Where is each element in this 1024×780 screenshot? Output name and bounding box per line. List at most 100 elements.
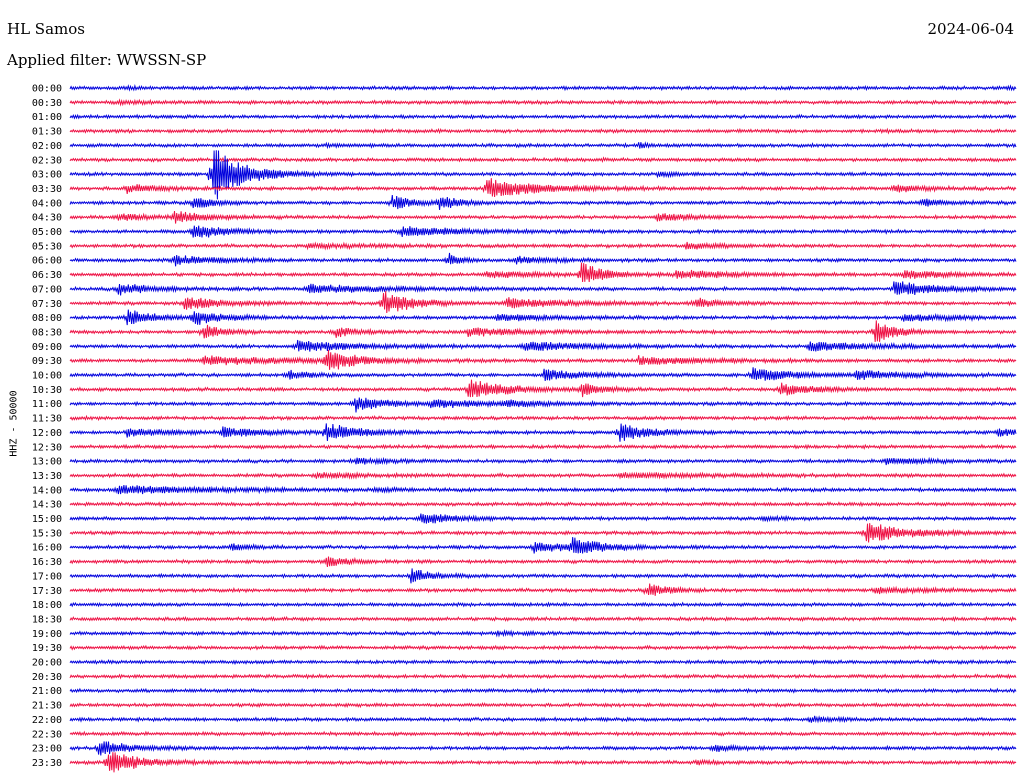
time-tick-label: 07:30 [32,299,62,310]
seismic-trace [69,556,1017,567]
seismic-trace [69,568,1017,584]
time-tick-label: 08:30 [32,327,62,338]
time-tick-label: 00:30 [32,98,62,109]
time-tick-label: 02:00 [32,141,62,152]
time-tick-label: 17:30 [32,586,62,597]
time-tick-label: 19:30 [32,643,62,654]
time-tick-label: 15:30 [32,528,62,539]
station-title: HL Samos [7,20,85,38]
seismic-trace [69,367,1017,381]
seismic-trace [69,629,1017,638]
seismic-trace [69,730,1017,737]
seismic-trace [69,178,1017,198]
time-tick-label: 04:30 [32,213,62,224]
time-tick-label: 01:30 [32,127,62,138]
time-tick-label: 10:00 [32,371,62,382]
time-tick-label: 09:30 [32,356,62,367]
seismic-trace [69,687,1017,694]
filter-label: Applied filter: WWSSN-SP [7,51,207,69]
seismic-trace [69,583,1017,596]
seismic-trace [69,98,1017,107]
time-tick-label: 11:00 [32,399,62,410]
time-tick-label: 13:00 [32,457,62,468]
seismic-trace [69,501,1017,508]
seismic-trace [69,537,1017,554]
time-tick-label: 21:30 [32,701,62,712]
seismic-trace [69,141,1017,150]
time-tick-label: 09:00 [32,342,62,353]
seismic-trace [69,644,1017,651]
seismic-trace [69,513,1017,524]
time-tick-label: 18:00 [32,600,62,611]
time-tick-label: 08:00 [32,313,62,324]
time-tick-label: 05:30 [32,241,62,252]
seismic-trace [69,241,1017,251]
time-tick-label: 06:00 [32,256,62,267]
time-tick-label: 20:30 [32,672,62,683]
seismic-trace [69,471,1017,480]
seismic-trace [69,443,1017,451]
time-tick-label: 18:30 [32,614,62,625]
time-tick-label: 16:30 [32,557,62,568]
seismic-trace [69,423,1017,442]
time-tick-label: 16:00 [32,543,62,554]
seismic-trace [69,741,1017,756]
time-tick-label: 01:00 [32,112,62,123]
seismic-trace [69,320,1017,342]
seismic-trace [69,211,1017,224]
time-tick-label: 10:30 [32,385,62,396]
seismic-trace [69,752,1017,773]
seismic-trace [69,658,1017,666]
time-tick-label: 17:00 [32,571,62,582]
seismic-trace [69,225,1017,238]
seismic-trace [69,601,1017,608]
seismic-trace [69,349,1017,370]
time-tick-label: 14:00 [32,485,62,496]
seismic-trace [69,281,1017,296]
seismic-trace [69,195,1017,211]
seismic-trace [69,291,1017,314]
seismic-trace [69,252,1017,267]
time-tick-label: 05:00 [32,227,62,238]
seismic-trace [69,379,1017,398]
time-tick-label: 15:00 [32,514,62,525]
seismic-trace [69,414,1017,422]
time-tick-label: 06:30 [32,270,62,281]
seismic-trace [69,309,1017,326]
time-tick-label: 12:30 [32,442,62,453]
time-tick-label: 04:00 [32,198,62,209]
seismic-trace [69,715,1017,724]
time-tick-label: 23:30 [32,758,62,769]
seismic-trace [69,615,1017,623]
time-tick-label: 03:00 [32,170,62,181]
seismic-trace [69,701,1017,709]
time-tick-label: 13:30 [32,471,62,482]
seismic-trace [69,456,1017,466]
time-tick-label: 11:30 [32,414,62,425]
time-tick-label: 22:30 [32,729,62,740]
time-tick-label: 00:00 [32,84,62,95]
time-tick-label: 21:00 [32,686,62,697]
time-tick-label: 20:00 [32,658,62,669]
seismic-trace [69,156,1017,164]
seismic-trace [69,113,1017,120]
seismic-trace [69,485,1017,495]
seismic-trace [69,150,1017,200]
seismic-trace [69,84,1017,92]
date-label: 2024-06-04 [927,20,1014,38]
time-tick-label: 12:00 [32,428,62,439]
seismic-trace [69,397,1017,413]
seismic-trace [69,127,1017,135]
seismic-trace [69,523,1017,543]
seismic-trace [69,339,1017,352]
seismic-trace [69,262,1017,283]
time-tick-label: 22:00 [32,715,62,726]
seismic-trace [69,673,1017,680]
time-tick-label: 07:00 [32,284,62,295]
time-tick-label: 03:30 [32,184,62,195]
time-tick-label: 19:00 [32,629,62,640]
time-tick-label: 02:30 [32,155,62,166]
time-tick-label: 23:00 [32,744,62,755]
y-axis-label: HHZ - 50000 [8,390,20,457]
